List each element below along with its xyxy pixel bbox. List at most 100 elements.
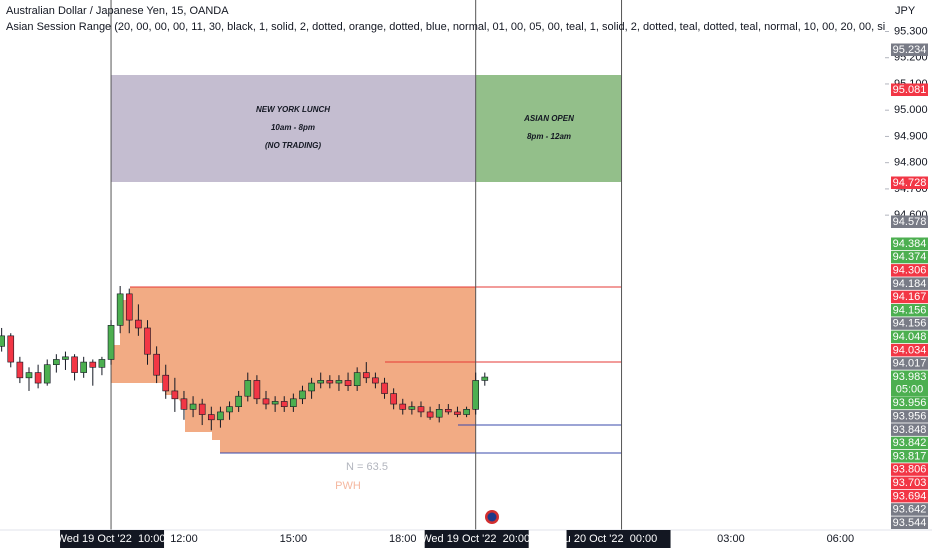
candle-body [244, 380, 252, 397]
candle-body [198, 403, 206, 415]
candle-body [171, 390, 179, 400]
y-tick-label: 95.300 [894, 25, 928, 37]
candle-body [153, 353, 160, 376]
x-tick-label: 03:00 [717, 533, 745, 545]
candle-body [454, 411, 461, 415]
zone-label: 8pm - 12am [527, 132, 571, 141]
x-tick-box [566, 530, 671, 548]
candle-body [144, 327, 151, 355]
candle-body [481, 376, 489, 381]
candle-body [135, 319, 142, 329]
price-tag-label: 94.034 [893, 344, 927, 356]
zone-label: (NO TRADING) [265, 141, 321, 150]
candle-body [390, 393, 397, 405]
price-tag-label: 93.694 [893, 490, 927, 502]
y-tick-label: 94.900 [894, 130, 928, 142]
y-tick-label: 95.000 [894, 104, 928, 116]
x-tick-label: 18:00 [389, 533, 417, 545]
candle-body [290, 398, 297, 407]
candle-body [408, 406, 416, 410]
candle-body [116, 293, 124, 326]
candle-body [43, 364, 51, 384]
price-tag-label: 93.817 [893, 450, 927, 462]
candle-body [435, 409, 443, 418]
price-tag [891, 343, 928, 357]
candles [0, 285, 489, 431]
candle-body [34, 372, 42, 384]
currency: JPY [895, 5, 916, 17]
price-tag [891, 423, 928, 436]
price-tag [891, 43, 928, 56]
candle-body [381, 382, 388, 394]
zone-label: ASIAN OPEN [523, 114, 574, 123]
candle-body [399, 403, 407, 410]
candle-body [463, 409, 470, 415]
price-tag-label: 94.156 [893, 304, 927, 316]
candle-body [299, 390, 306, 400]
candle-body [235, 395, 242, 407]
price-tag-label: 93.806 [893, 464, 927, 476]
price-tag [891, 489, 928, 503]
candle-body [107, 325, 115, 360]
candle-body [317, 380, 325, 384]
candle-body [180, 398, 188, 410]
x-tick-label: 06:00 [827, 533, 855, 545]
candle-body [16, 361, 24, 379]
price-tag-label: 94.384 [893, 238, 927, 250]
candle-body [7, 335, 15, 363]
asian-open-zone [476, 75, 622, 182]
price-tag-label: 94.374 [893, 251, 927, 263]
x-tick-box [424, 530, 529, 548]
price-tag [891, 215, 928, 228]
price-tag-label: 93.956 [893, 397, 927, 409]
price-tag [891, 330, 928, 344]
price-tag [891, 410, 928, 423]
candle-body [426, 411, 434, 418]
x-tick-box [60, 530, 165, 548]
price-tag [891, 277, 928, 290]
candle-body [271, 401, 279, 405]
price-tag-label: 93.703 [893, 477, 927, 489]
price-tag [891, 237, 928, 250]
event-icon-inner [487, 512, 497, 522]
ny-lunch-zone [111, 75, 476, 182]
price-tag-label: 93.842 [893, 437, 927, 449]
candle-body [372, 377, 379, 384]
candle-body [217, 411, 224, 421]
price-tag-label: 93.848 [893, 424, 927, 436]
candle-body [53, 359, 60, 366]
candle-body [189, 403, 197, 410]
price-tag [891, 264, 928, 277]
zone-label: 10am - 8pm [271, 123, 315, 132]
price-tag-label: 94.048 [893, 331, 927, 343]
candle-body [226, 406, 233, 413]
price-tag-label: 93.544 [893, 517, 927, 529]
price-countdown: 05:00 [896, 383, 924, 395]
price-tag [891, 516, 928, 529]
candle-body [335, 380, 343, 384]
price-tag-label: 94.728 [893, 177, 927, 189]
price-tag-label: 95.234 [893, 44, 927, 56]
x-tick-label: 12:00 [170, 533, 198, 545]
x-tick-label: Wed 19 Oct '22 20:00 [421, 533, 530, 545]
candle-body [326, 380, 334, 384]
indicator-label: Asian Session Range (20, 00, 00, 00, 11,… [6, 21, 932, 33]
price-tag [891, 450, 928, 463]
candle-body [71, 356, 78, 373]
price-tag-label: 94.017 [893, 358, 927, 370]
price-tag [891, 250, 928, 264]
candle-body [0, 335, 5, 347]
candle-body [80, 361, 87, 373]
price-tag-label: 93.983 [893, 371, 927, 383]
price-tag-label: 94.156 [893, 318, 927, 330]
candle-body [353, 372, 361, 386]
x-tick-label: Thu 20 Oct '22 00:00 [552, 533, 657, 545]
price-tag [891, 357, 928, 370]
candle-body [162, 374, 170, 392]
x-tick-label: Wed 19 Oct '22 10:00 [57, 533, 166, 545]
price-tag [891, 317, 928, 330]
price-tag-label: 94.578 [893, 216, 927, 228]
candle-body [262, 398, 270, 405]
y-tick-label: 94.800 [894, 157, 928, 169]
